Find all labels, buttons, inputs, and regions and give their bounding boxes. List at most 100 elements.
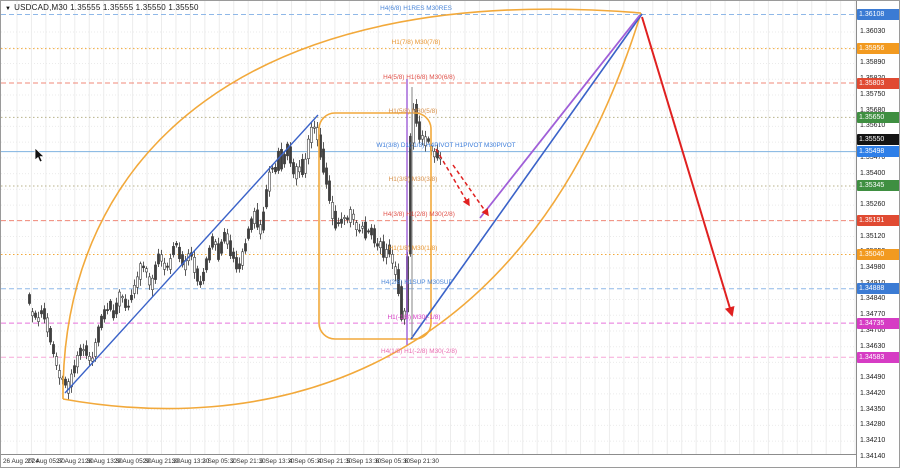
price-badge: 1.35498 — [857, 146, 899, 158]
trendline-up-2[interactable] — [410, 13, 643, 340]
candle-body — [127, 305, 130, 308]
candle-body — [181, 254, 184, 266]
candle-body — [271, 167, 274, 170]
price-tick: 1.34280 — [860, 421, 886, 429]
candle-body — [373, 228, 376, 244]
price-badge: 1.34583 — [857, 351, 899, 363]
candle-body — [226, 233, 229, 245]
candle-body — [241, 251, 244, 266]
price-badge: 1.34888 — [857, 283, 899, 295]
candle-body — [112, 310, 115, 319]
price-tick: 1.36030 — [860, 28, 886, 35]
consolidation-box[interactable] — [318, 112, 432, 340]
candle-body — [364, 221, 367, 239]
candle-body — [337, 222, 340, 225]
candle-body — [82, 349, 85, 352]
time-label: 3 Sep 13:30 — [259, 458, 295, 465]
candle-body — [37, 317, 40, 322]
candle-body — [322, 148, 325, 173]
lens-upper-arc[interactable] — [62, 8, 642, 400]
time-label: 4 Sep 21:30 — [317, 458, 353, 465]
lens-lower-arc[interactable] — [62, 12, 642, 410]
chart-drawings — [62, 8, 735, 410]
candle-body — [421, 135, 424, 140]
collapse-icon[interactable]: ▼ — [5, 6, 12, 12]
price-tick: 1.35120 — [860, 232, 886, 240]
candle-body — [223, 231, 226, 242]
level-label: H4(3/8) H1(2/8) M30(2/8) — [383, 211, 455, 219]
candle-body — [427, 138, 430, 142]
candle-body — [325, 167, 328, 185]
candle-body — [163, 262, 166, 270]
candle-body — [46, 317, 49, 333]
candle-body — [145, 268, 148, 273]
candle-body — [343, 217, 346, 219]
level-label: H4(1/8) H1(-2/8) M30(-2/8) — [381, 347, 457, 355]
candle-body — [58, 370, 61, 379]
candle-body — [253, 211, 256, 224]
candle-body — [94, 342, 97, 357]
price-tick: 1.35400 — [860, 169, 886, 177]
candle-body — [49, 328, 52, 343]
candle-body — [115, 302, 118, 315]
price-badge: 1.36108 — [857, 8, 899, 20]
candle-body — [40, 310, 43, 315]
price-tick: 1.35260 — [860, 201, 886, 209]
red-dashed-arrow-1[interactable] — [435, 148, 470, 207]
candle-body — [205, 258, 208, 271]
price-tick: 1.34140 — [860, 452, 886, 460]
price-tick: 1.35890 — [860, 59, 886, 67]
candle-body — [178, 246, 181, 259]
price-tick: 1.35680 — [860, 106, 886, 114]
candle-body — [118, 291, 121, 307]
time-label: 26 Aug 2024 — [3, 458, 39, 465]
candle-body — [208, 247, 211, 261]
candle-body — [289, 146, 292, 164]
price-tick: 1.34350 — [860, 405, 886, 413]
price-badge: 1.35803 — [857, 77, 899, 89]
candle-body — [109, 300, 112, 310]
current-price-badge: 1.35550 — [857, 134, 899, 146]
time-label: 30 Aug 13:30 — [171, 458, 210, 465]
candle-body — [391, 254, 394, 264]
candle-body — [34, 312, 37, 318]
projection-line-purple[interactable] — [479, 14, 641, 219]
candle-body — [28, 294, 31, 304]
trendline-up-1[interactable] — [64, 114, 319, 394]
candle-body — [88, 356, 91, 361]
candle-body — [352, 213, 355, 220]
time-label: 29 Aug 21:30 — [142, 458, 181, 465]
time-label: 4 Sep 05:30 — [288, 458, 324, 465]
candle-body — [160, 254, 163, 262]
candle-body — [133, 285, 136, 294]
candle-body — [235, 257, 238, 270]
candle-body — [274, 167, 277, 173]
red-dashed-arrow-2[interactable] — [452, 164, 489, 217]
candle-body — [367, 230, 370, 233]
price-tick: 1.34490 — [860, 374, 886, 382]
price-tick: 1.34980 — [860, 264, 886, 272]
candle-body — [100, 315, 103, 329]
candle-body — [199, 281, 202, 286]
candle-body — [202, 271, 205, 282]
candle-body — [283, 154, 286, 165]
candle-body — [424, 136, 427, 146]
candle-body — [262, 211, 265, 231]
candle-body — [169, 258, 172, 270]
candle-body — [292, 162, 295, 175]
level-label: H1(-1/8) M30(-1/8) — [387, 313, 441, 321]
red-projection-arrow[interactable] — [641, 16, 735, 317]
level-label: H1(5/8) M30(5/8) — [388, 107, 438, 115]
candle-body — [328, 180, 331, 201]
candle-body — [175, 242, 178, 246]
price-tick: 1.34840 — [860, 295, 886, 303]
candle-body — [85, 345, 88, 356]
time-label: 2 Sep 05:30 — [202, 458, 237, 465]
price-tick: 1.35750 — [860, 90, 886, 98]
level-label: H4(5/8) H1(6/8) M30(6/8) — [383, 73, 455, 81]
candle-body — [106, 309, 109, 312]
candle-body — [166, 265, 169, 268]
grid — [1, 1, 856, 454]
candle-body — [313, 126, 316, 129]
